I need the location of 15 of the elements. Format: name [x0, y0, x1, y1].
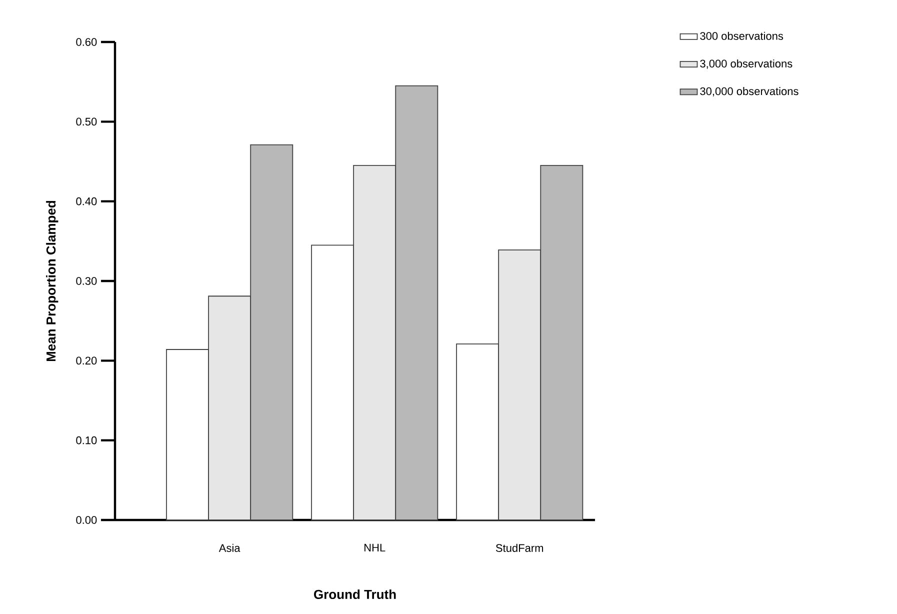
- y-tick-label: 0.30: [76, 277, 97, 285]
- y-tick-label: 0.60: [76, 38, 97, 46]
- x-axis-title: Ground Truth: [314, 589, 396, 600]
- legend-label: 300 observations: [700, 32, 784, 40]
- y-tick-label: 0.50: [76, 118, 97, 126]
- x-tick-label: Asia: [218, 544, 240, 552]
- x-tick-label: StudFarm: [496, 544, 544, 552]
- x-tick-label: NHL: [364, 544, 386, 552]
- y-tick-label: 0.20: [76, 356, 97, 365]
- legend-label: 3,000 observations: [700, 59, 792, 69]
- y-tick-label: 0.40: [76, 197, 97, 206]
- y-tick-label: 0.10: [76, 436, 97, 444]
- legend-label: 30,000 observations: [700, 87, 798, 96]
- y-tick-label: 0.00: [76, 516, 97, 524]
- y-axis-title: Mean Proportion Clamped: [46, 200, 58, 362]
